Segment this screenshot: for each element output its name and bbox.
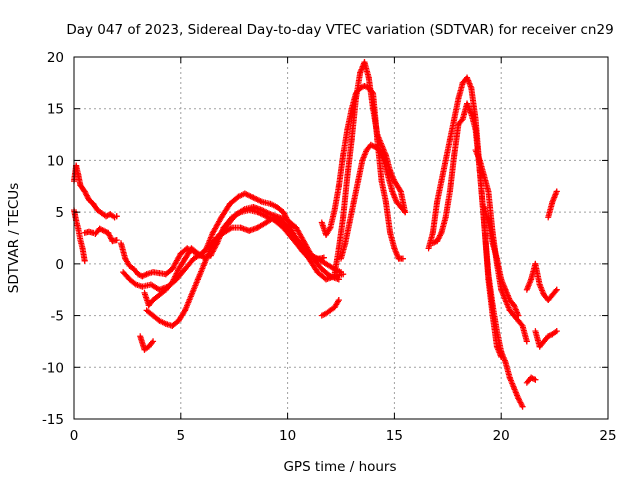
data-point (401, 207, 408, 214)
series-arc-h (137, 333, 157, 353)
series-arc-g (143, 214, 344, 329)
y-tick-label: 15 (47, 102, 64, 118)
x-tick-label: 5 (177, 428, 186, 444)
data-point (437, 231, 444, 238)
data-point (532, 376, 539, 383)
chart-title: Day 047 of 2023, Sidereal Day-to-day VTE… (66, 22, 613, 38)
data-point (498, 353, 505, 360)
series-arc-i (318, 297, 342, 319)
series-arc-q (523, 260, 560, 304)
data-point (335, 276, 342, 283)
y-tick-label: 20 (47, 50, 64, 66)
data-point (530, 376, 537, 383)
data-point (523, 338, 530, 345)
data-point (150, 338, 157, 345)
data-point (81, 257, 88, 264)
data-point (552, 288, 559, 295)
y-tick-label: 5 (55, 205, 64, 221)
y-tick-label: 10 (47, 153, 64, 169)
series-arc-l (338, 141, 409, 262)
data-point (553, 286, 560, 293)
series-arc-p (481, 203, 522, 319)
data-point (515, 312, 522, 319)
data-point (553, 328, 560, 335)
plot-frame (73, 56, 609, 420)
x-tick-label: 15 (386, 428, 403, 444)
series-arc-m (425, 74, 526, 410)
y-axis-label: SDTVAR / TECUs (6, 183, 22, 293)
data-point (335, 297, 342, 304)
data-point (320, 254, 327, 261)
y-tick-label: -10 (42, 360, 64, 376)
data-point (397, 187, 404, 194)
axis-ticks: 0 5 10 15 20 25 -15 -10 -5 0 5 10 15 20 (42, 50, 617, 444)
data-point (399, 255, 406, 262)
series-arc-c (81, 225, 120, 245)
x-axis-label: GPS time / hours (283, 459, 396, 475)
y-tick-label: -15 (42, 412, 64, 428)
data-point (402, 209, 409, 216)
data-point (113, 213, 120, 220)
data-point (338, 269, 344, 276)
data-point (519, 403, 526, 410)
x-tick-label: 0 (70, 428, 79, 444)
data-point (148, 339, 155, 346)
x-tick-label: 25 (599, 428, 616, 444)
y-tick-label: -5 (51, 309, 64, 325)
x-tick-label: 10 (279, 428, 296, 444)
data-point (518, 402, 525, 409)
series-arc-t (545, 188, 560, 221)
x-tick-label: 20 (493, 428, 510, 444)
series-arc-r (532, 328, 560, 350)
y-tick-label: 0 (55, 257, 64, 273)
data-point (113, 237, 120, 244)
data-point (553, 188, 560, 195)
data-markers (71, 59, 560, 410)
series-arc-s (523, 374, 539, 386)
